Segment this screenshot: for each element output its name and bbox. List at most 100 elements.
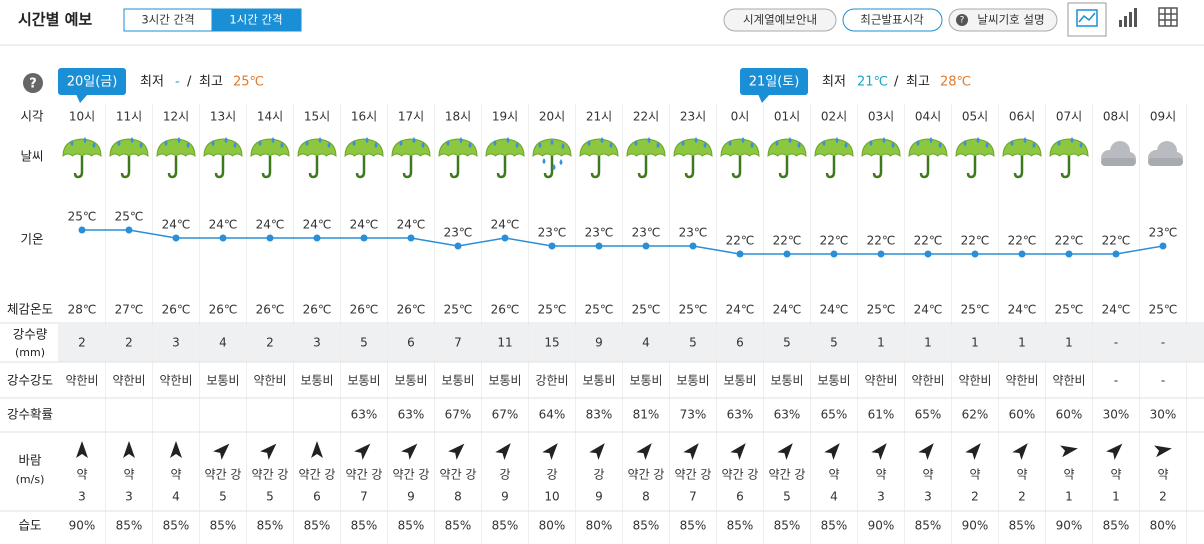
wind-speed: 7	[689, 490, 697, 504]
wind-strength: 강	[546, 468, 557, 482]
temperature-point	[219, 234, 227, 242]
max-label: 최고	[199, 75, 223, 90]
row-label: 시각	[20, 109, 44, 124]
temperature-label: 24℃	[397, 218, 426, 232]
weather-icon	[1002, 137, 1042, 179]
precip-probability: 65%	[915, 408, 942, 422]
rain-drop	[882, 137, 886, 143]
rain-drop	[869, 140, 873, 146]
weather-icon	[532, 138, 572, 179]
rain-drop	[681, 140, 685, 146]
precip-intensity: -	[1114, 374, 1118, 388]
rain-drop	[647, 137, 651, 143]
wind-strength: 약	[969, 467, 980, 482]
umbrella-handle	[966, 156, 977, 179]
precip-amount: 5	[360, 336, 368, 350]
weather-icon	[391, 137, 431, 179]
precip-probability: 63%	[398, 408, 425, 422]
umbrella-handle	[402, 156, 413, 179]
wind-arrow	[311, 441, 323, 458]
wind-arrow	[213, 443, 230, 460]
precip-amount: 9	[595, 336, 603, 350]
rain-drop	[938, 142, 942, 148]
temperature-label: 22℃	[1102, 234, 1131, 248]
wind-strength: 약	[123, 467, 134, 482]
wind-speed: 2	[1159, 490, 1167, 504]
wind-strength: 약	[828, 467, 839, 482]
view-graph[interactable]	[1067, 2, 1107, 37]
precip-intensity: 약한비	[112, 373, 145, 388]
feels-like: 24℃	[726, 303, 755, 317]
humidity: 85%	[116, 519, 143, 533]
precip-intensity: 보통비	[394, 374, 427, 388]
humidity: 85%	[774, 519, 801, 533]
humidity: 85%	[821, 519, 848, 533]
temperature-label: 22℃	[1055, 234, 1084, 248]
precip-intensity: 약한비	[911, 373, 944, 388]
temperature-point	[1018, 250, 1026, 258]
wind-speed: 7	[360, 490, 368, 504]
precip-probability: 67%	[445, 408, 472, 422]
temperature-label: 23℃	[1149, 226, 1178, 240]
wind-strength: 약	[922, 467, 933, 482]
view-table[interactable]	[1158, 7, 1178, 27]
precip-probability: 60%	[1009, 408, 1036, 422]
time-label: 10시	[69, 110, 95, 124]
weather-icon	[1148, 141, 1183, 166]
rain-drop	[374, 142, 378, 148]
precip-intensity: 보통비	[488, 374, 521, 388]
rain-drop	[1079, 142, 1083, 148]
wind-speed: 5	[266, 490, 274, 504]
wind-arrow	[495, 443, 511, 460]
feels-like: 25℃	[1149, 303, 1178, 317]
button[interactable]	[723, 8, 837, 32]
feels-like: 25℃	[867, 303, 896, 317]
precip-probability: 61%	[868, 408, 895, 422]
temperature-point	[1159, 242, 1167, 250]
tab-3h-label[interactable]: 3시간 간격	[141, 13, 194, 27]
help-mark[interactable]: ?	[29, 77, 37, 92]
precip-intensity: 약한비	[1052, 373, 1085, 388]
button-label[interactable]: 최근발표시각	[860, 13, 924, 27]
help-dot	[956, 14, 968, 26]
button-label[interactable]: 날씨기호 설명	[977, 13, 1044, 27]
button[interactable]	[842, 8, 943, 32]
time-label: 01시	[774, 110, 800, 124]
umbrella-handle	[1060, 156, 1071, 179]
rain-drop	[1057, 140, 1061, 146]
umbrella-handle	[214, 156, 225, 179]
temperature-point	[736, 250, 744, 258]
rain-drop	[493, 140, 497, 146]
button-label[interactable]: 시계열예보안내	[743, 13, 817, 27]
tab-1h-label[interactable]: 1시간 간격	[229, 13, 282, 27]
precip-amount: 7	[454, 336, 462, 350]
time-label: 15시	[304, 110, 330, 124]
view-bar[interactable]	[1119, 8, 1137, 27]
humidity: 85%	[304, 519, 331, 533]
precip-band	[58, 324, 1204, 362]
precip-amount: 2	[266, 336, 274, 350]
button[interactable]	[948, 8, 1058, 32]
wind-strength: 강	[499, 468, 510, 482]
rain-drop	[694, 137, 698, 143]
rain-drop	[1070, 137, 1074, 143]
help-circle[interactable]	[23, 73, 43, 93]
rain-drop	[1032, 142, 1036, 148]
wind-strength: 약간 강	[769, 467, 806, 482]
row-label: (m/s)	[16, 473, 45, 486]
weather-icon	[297, 137, 337, 179]
wind-arrow	[542, 443, 558, 460]
weather-icon	[109, 137, 149, 179]
wind-strength: 약간 강	[205, 467, 242, 482]
day-badge-pointer	[758, 94, 770, 103]
time-label: 05시	[962, 110, 988, 124]
rain-drop	[750, 142, 754, 148]
rain-drop	[352, 140, 356, 146]
temperature-label: 23℃	[585, 226, 614, 240]
wind-speed: 4	[830, 490, 838, 504]
row-label: 강수강도	[7, 373, 53, 388]
time-label: 04시	[915, 110, 941, 124]
rain-drop	[835, 137, 839, 143]
tab-1h[interactable]	[211, 8, 302, 32]
